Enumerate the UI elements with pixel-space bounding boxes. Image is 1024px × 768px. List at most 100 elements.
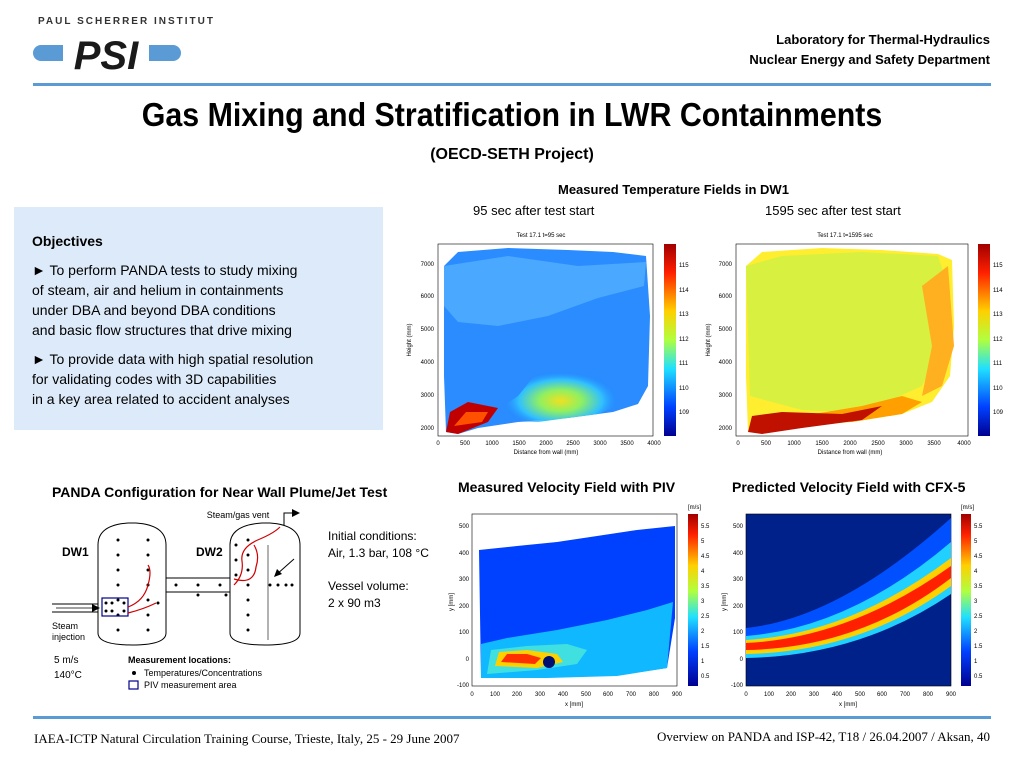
vessel-volume-value: 2 x 90 m3 (328, 596, 381, 610)
svg-text:1000: 1000 (787, 441, 801, 447)
svg-text:400: 400 (459, 551, 470, 557)
svg-text:2: 2 (701, 629, 705, 635)
svg-text:1: 1 (974, 659, 978, 665)
svg-text:400: 400 (832, 692, 843, 698)
psi-logo: PSI (33, 32, 181, 74)
objective-line: ► To perform PANDA tests to study mixing (32, 262, 298, 278)
objective-line: and basic flow structures that drive mix… (32, 322, 292, 338)
x-ticks: 0 500 1000 1500 2000 2500 3000 3500 4000 (736, 441, 971, 447)
svg-text:6000: 6000 (719, 294, 733, 300)
svg-text:3.5: 3.5 (974, 584, 983, 590)
svg-text:5.5: 5.5 (974, 524, 983, 530)
cfx-caption: Predicted Velocity Field with CFX-5 (732, 479, 966, 495)
svg-text:-100: -100 (731, 683, 744, 689)
piv-caption: Measured Velocity Field with PIV (458, 479, 676, 495)
objective-line: of steam, air and helium in containments (32, 282, 284, 298)
colorbar-ticks: 5.5 5 4.5 4 3.5 3 2.5 2 1.5 1 0.5 (701, 524, 710, 680)
svg-text:3000: 3000 (719, 393, 733, 399)
svg-text:4.5: 4.5 (974, 554, 983, 560)
temperature-label: 140°C (54, 670, 82, 681)
svg-text:114: 114 (993, 288, 1003, 294)
svg-text:112: 112 (679, 337, 689, 343)
temperature-plot-left: Test 17.1 t=95 sec 7000 6000 5000 4000 3… (407, 233, 690, 456)
lab-name: Laboratory for Thermal-Hydraulics (776, 32, 990, 47)
svg-text:113: 113 (679, 312, 689, 318)
svg-text:5000: 5000 (719, 327, 733, 333)
legend-dot-icon (132, 671, 136, 675)
svg-text:5: 5 (701, 539, 705, 545)
svg-text:600: 600 (603, 692, 614, 698)
y-ticks: 500 400 300 200 100 0 -100 (731, 524, 744, 689)
objectives-box: Objectives ► To perform PANDA tests to s… (14, 207, 383, 430)
speed-label: 5 m/s (54, 655, 78, 666)
colorbar-ticks: 5.5 5 4.5 4 3.5 3 2.5 2 1.5 1 0.5 (974, 524, 983, 680)
svg-text:0: 0 (740, 657, 744, 663)
svg-text:0: 0 (436, 441, 440, 447)
svg-text:1000: 1000 (485, 441, 499, 447)
svg-text:0.5: 0.5 (974, 674, 983, 680)
x-label: x [mm] (565, 702, 583, 708)
svg-text:200: 200 (733, 604, 744, 610)
temperature-left-caption: 95 sec after test start (473, 203, 595, 218)
legend-title: Measurement locations: (128, 655, 231, 665)
svg-text:100: 100 (764, 692, 775, 698)
svg-text:115: 115 (993, 263, 1003, 269)
svg-text:0: 0 (470, 692, 474, 698)
svg-text:111: 111 (679, 361, 689, 367)
svg-text:-100: -100 (457, 683, 470, 689)
svg-text:109: 109 (993, 410, 1004, 416)
temperature-plot-right: Test 17.1 t=1595 sec 7000 6000 5000 4000… (706, 233, 1004, 456)
svg-text:200: 200 (459, 604, 470, 610)
svg-text:7000: 7000 (421, 262, 435, 268)
svg-text:3000: 3000 (421, 393, 435, 399)
dw2-label: DW2 (196, 545, 223, 559)
legend-temperature: Temperatures/Concentrations (144, 668, 263, 678)
temperature-caption: Measured Temperature Fields in DW1 (558, 182, 789, 197)
svg-text:900: 900 (672, 692, 683, 698)
header-rule (33, 83, 991, 86)
svg-text:7000: 7000 (719, 262, 733, 268)
initial-conditions-label: Initial conditions: (328, 529, 417, 543)
plot-title: Test 17.1 t=1595 sec (817, 233, 873, 239)
svg-text:500: 500 (733, 524, 744, 530)
objective-line: in a key area related to accident analys… (32, 391, 290, 407)
footer-slide-info: Overview on PANDA and ISP-42, T18 / 26.0… (657, 729, 990, 744)
unit-label: [m/s] (688, 505, 701, 511)
svg-text:2.5: 2.5 (701, 614, 710, 620)
injection-label: injection (52, 632, 85, 642)
svg-text:900: 900 (946, 692, 957, 698)
svg-text:2000: 2000 (539, 441, 553, 447)
svg-text:300: 300 (733, 577, 744, 583)
svg-text:3: 3 (701, 599, 705, 605)
unit-label: [m/s] (961, 505, 974, 511)
colorbar-ticks: 115 114 113 112 111 110 109 (993, 263, 1004, 416)
svg-text:2000: 2000 (421, 426, 435, 432)
svg-text:200: 200 (512, 692, 523, 698)
svg-text:1: 1 (701, 659, 705, 665)
svg-text:4000: 4000 (957, 441, 971, 447)
y-ticks: 7000 6000 5000 4000 3000 2000 (421, 262, 435, 432)
y-ticks: 7000 6000 5000 4000 3000 2000 (719, 262, 733, 432)
objective-line: for validating codes with 3D capabilitie… (32, 371, 277, 387)
svg-text:115: 115 (679, 263, 689, 269)
vessel-volume-label: Vessel volume: (328, 579, 409, 593)
panda-diagram: Steam/gas vent DW1 DW2 Steam injection 5… (52, 509, 301, 690)
svg-text:800: 800 (923, 692, 934, 698)
dw1-label: DW1 (62, 545, 89, 559)
svg-text:4: 4 (974, 569, 978, 575)
svg-text:112: 112 (993, 337, 1003, 343)
svg-text:2000: 2000 (719, 426, 733, 432)
plot-title: Test 17.1 t=95 sec (517, 233, 566, 239)
svg-text:1.5: 1.5 (974, 644, 983, 650)
svg-text:4000: 4000 (421, 360, 435, 366)
svg-text:1.5: 1.5 (701, 644, 710, 650)
colorbar-ticks: 115 114 113 112 111 110 109 (679, 263, 690, 416)
svg-text:3.5: 3.5 (701, 584, 710, 590)
vent-label: Steam/gas vent (207, 510, 270, 520)
svg-text:500: 500 (855, 692, 866, 698)
legend-piv: PIV measurement area (144, 680, 237, 690)
y-label: Height (mm) (706, 323, 712, 356)
svg-text:200: 200 (786, 692, 797, 698)
svg-text:2.5: 2.5 (974, 614, 983, 620)
panda-caption: PANDA Configuration for Near Wall Plume/… (52, 484, 388, 500)
